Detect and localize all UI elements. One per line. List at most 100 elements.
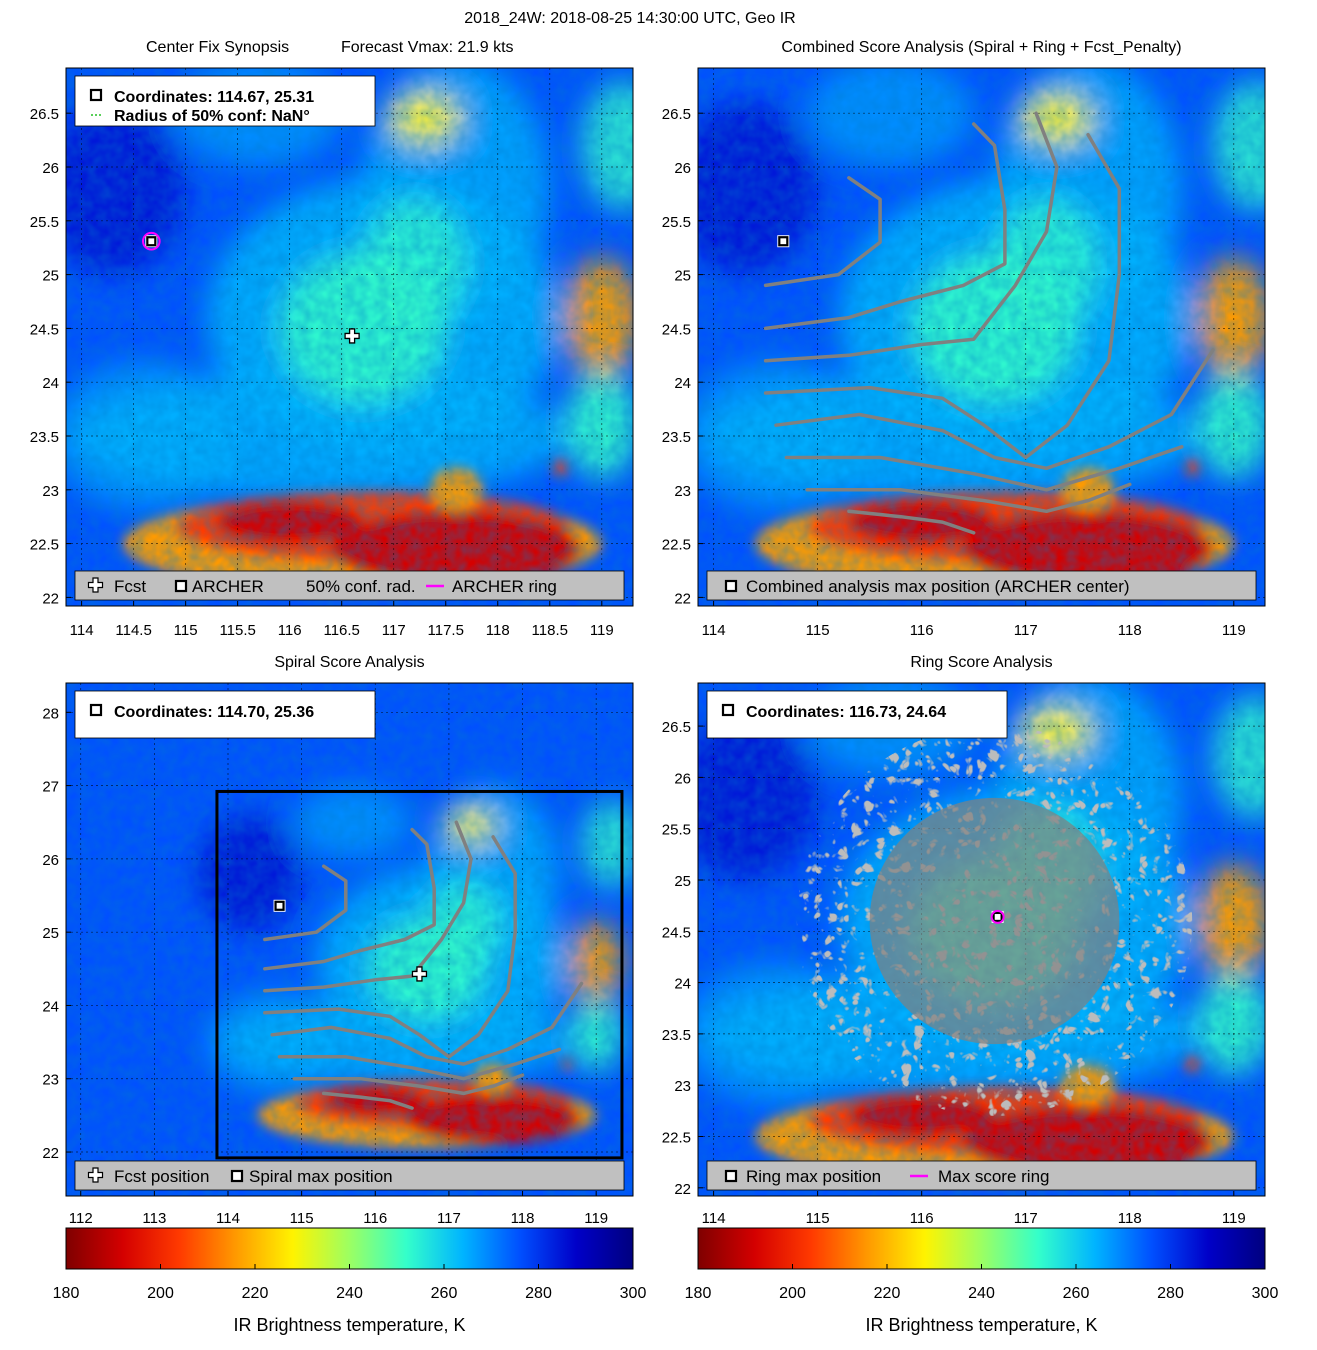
max-score-ring — [990, 909, 1005, 924]
legend: Combined analysis max position (ARCHER c… — [706, 570, 1257, 601]
info-box-bg — [74, 690, 376, 739]
axes-frame — [697, 682, 1266, 1197]
legend-label: Fcst — [114, 577, 146, 596]
x-tick-label: 119 — [1222, 1210, 1246, 1227]
square-icon — [724, 579, 738, 593]
y-tick-label: 24 — [674, 375, 691, 392]
ir-texture — [66, 683, 633, 1196]
figure-title: 2018_24W: 2018-08-25 14:30:00 UTC, Geo I… — [464, 10, 795, 27]
panel-title: Ring Score Analysis — [910, 654, 1052, 671]
colorbar-gradient — [697, 1227, 1266, 1270]
legend-bg — [74, 1160, 625, 1191]
y-tick-label: 24.5 — [30, 321, 59, 338]
spiral-track — [270, 981, 584, 1066]
y-tick-label: 28 — [42, 705, 59, 722]
colorbar-gradient — [65, 1227, 634, 1270]
x-tick-label: 115 — [806, 1210, 830, 1227]
y-tick-label: 25.5 — [662, 214, 691, 231]
plus-icon — [87, 1167, 104, 1183]
x-tick-label: 119 — [584, 1210, 608, 1227]
panel-title: Combined Score Analysis (Spiral + Ring +… — [781, 39, 1181, 56]
x-tick-label: 117 — [437, 1210, 461, 1227]
colorbar-tick-label: 240 — [336, 1285, 363, 1302]
info-box-bg — [74, 75, 376, 127]
y-tick-label: 26.5 — [662, 106, 691, 123]
colorbar-tick-label: 240 — [968, 1285, 995, 1302]
panel-combined: 114 115 116 117 118 119 22 22.5 23 23.5 24 24.5 25 25… — [662, 39, 1266, 639]
spiral-max-marker-inner — [274, 900, 285, 911]
colorbar-tick-label: 200 — [147, 1285, 174, 1302]
y-tick-label: 23 — [42, 1072, 59, 1089]
colorbar-tick-label: 220 — [874, 1285, 901, 1302]
x-tick-label: 115 — [290, 1210, 314, 1227]
x-tick-label: 119 — [590, 622, 614, 639]
spiral-track — [292, 1073, 525, 1096]
y-tick-label: 26 — [674, 770, 691, 787]
x-tick-label: 117.5 — [428, 622, 464, 639]
x-tick-label: 117 — [1014, 622, 1038, 639]
y-tick-label: 22 — [674, 590, 691, 607]
colorbar-tick-label: 300 — [620, 1285, 647, 1302]
axes-frame — [65, 682, 634, 1197]
legend: Ring max position Max score ring — [706, 1160, 1257, 1191]
plus-icon — [87, 577, 104, 593]
x-tick-label: 114 — [70, 622, 94, 639]
info-box: Coordinates: 114.67, 25.31 Radius of 50% … — [74, 75, 376, 127]
spiral-track — [763, 132, 1122, 460]
x-tick-label: 118.5 — [532, 622, 568, 639]
y-tick-label: 23.5 — [662, 1027, 691, 1044]
spiral-track — [763, 176, 882, 288]
panel-title: Spiral Score Analysis — [274, 654, 424, 671]
x-tick-label: 115.5 — [219, 622, 255, 639]
y-tick-label: 25 — [42, 268, 59, 285]
archer-marker-inner — [146, 236, 157, 247]
colorbar-tick-label: 280 — [1157, 1285, 1184, 1302]
panel-title: Center Fix Synopsis — [146, 39, 289, 56]
spiral-track — [263, 864, 348, 942]
x-tick-label: 117 — [382, 622, 406, 639]
x-tick-label: 118 — [511, 1210, 535, 1227]
y-tick-label: 25 — [674, 873, 691, 890]
colorbar-tick-label: 280 — [525, 1285, 552, 1302]
y-tick-label: 26.5 — [662, 719, 691, 736]
spiral-track — [277, 1047, 562, 1081]
x-tick-label: 118 — [486, 622, 510, 639]
y-tick-label: 24 — [42, 375, 59, 392]
legend-label: 50% conf. rad. — [306, 577, 416, 596]
square-icon — [89, 88, 103, 102]
y-tick-label: 24 — [42, 998, 59, 1015]
colorbar-tick-label: 180 — [685, 1285, 712, 1302]
square-icon — [721, 703, 735, 717]
y-tick-label: 22.5 — [30, 537, 59, 554]
info-box-bg — [706, 690, 1008, 739]
colorbar-tick-label: 200 — [779, 1285, 806, 1302]
info-line: Coordinates: 116.73, 24.64 — [746, 704, 946, 721]
x-tick-label: 114.5 — [115, 622, 151, 639]
colorbar-label: IR Brightness temperature, K — [865, 1315, 1097, 1335]
square-icon — [174, 579, 188, 593]
y-tick-label: 25.5 — [30, 214, 59, 231]
legend-label: ARCHER — [192, 577, 264, 596]
y-tick-label: 26 — [674, 160, 691, 177]
x-tick-label: 114 — [702, 622, 726, 639]
y-tick-label: 25.5 — [662, 822, 691, 839]
spiral-tracks — [763, 111, 1215, 535]
colorbar-label: IR Brightness temperature, K — [233, 1315, 465, 1335]
x-tick-label: 116.5 — [323, 622, 359, 639]
spiral-track — [784, 445, 1184, 492]
square-icon — [724, 1169, 738, 1183]
x-tick-label: 116 — [363, 1210, 387, 1227]
spiral-track — [263, 820, 473, 993]
y-tick-label: 25 — [42, 925, 59, 942]
axes-frame — [65, 67, 634, 607]
info-line: Coordinates: 114.67, 25.31 — [114, 89, 314, 106]
x-tick-label: 116 — [910, 622, 934, 639]
square-icon — [230, 1169, 244, 1183]
legend-label: Combined analysis max position (ARCHER c… — [746, 577, 1130, 596]
y-tick-label: 25 — [674, 268, 691, 285]
legend-label: Spiral max position — [249, 1167, 393, 1186]
panel-spiral: 112 113 114 115 116 117 118 119 22 23 24 25 26 27 28 Sp… — [42, 654, 634, 1227]
x-tick-label: 119 — [1222, 622, 1246, 639]
y-tick-label: 22.5 — [662, 1129, 691, 1146]
fcst-marker — [344, 328, 360, 344]
